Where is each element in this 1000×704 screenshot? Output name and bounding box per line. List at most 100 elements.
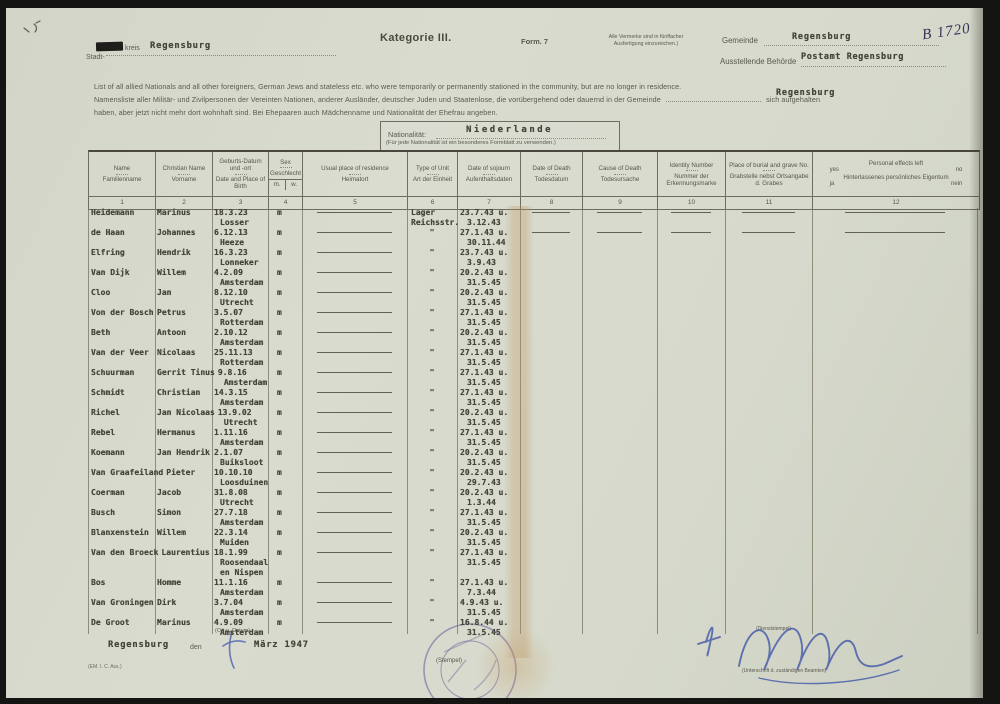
cell-first-name: Jan Nicolaas (157, 408, 215, 417)
birth-date: 4.9.09 (214, 618, 243, 627)
column-header-5: Usual place of residence Heimatort (303, 152, 408, 196)
cell-family-name: Van Groningen (91, 598, 154, 607)
form-note: Alle Vermerke sind in fünffacher Ausfert… (608, 34, 684, 47)
birth-place: Utrecht (223, 418, 258, 427)
cell-residence (302, 348, 407, 368)
birth-place: Amsterdam (220, 278, 264, 287)
cell-residence (302, 368, 407, 388)
cell-first-name: Laurentius (161, 548, 210, 557)
birth-date: 4.2.09 (214, 268, 243, 277)
cell-sojourn: 27.1.43 u. 31.5.45 (457, 508, 520, 528)
gridline (725, 208, 726, 634)
birth-date: 2.10.12 (214, 328, 248, 337)
column-header-text: Todesdatum (534, 176, 569, 183)
sojourn-date: 3.12.43 (467, 218, 501, 227)
unit-text: " (429, 488, 435, 497)
unit-text: " (429, 228, 435, 237)
cell-birth: 11.1.16 Amsterdam (212, 578, 268, 598)
stadtkreis-value: Regensburg (150, 41, 211, 51)
cell-residence (302, 468, 407, 488)
cell-unit: " (407, 408, 457, 428)
yes-no-row: yes no (830, 167, 963, 174)
sojourn-date: 20.2.43 u. (460, 528, 509, 537)
behoerde-rule (801, 66, 946, 67)
none-dash (742, 212, 795, 213)
cell-family-name: Von der Bosch (91, 308, 154, 317)
gridline (268, 208, 269, 634)
birth-place: Muiden (220, 538, 249, 547)
birth-date: 11.1.16 (214, 578, 248, 587)
cell-residence (302, 528, 407, 548)
unit-text: " (429, 328, 435, 337)
birth-place: Buiksloot (220, 458, 264, 467)
persons-table: Name Familienname Christian Name Vorname Geb… (88, 150, 980, 644)
cell-residence (302, 428, 407, 448)
table-rows: Heidemann Marinus 18.3.23 Losser m Lager Reich… (88, 208, 978, 640)
none-dash (316, 392, 393, 393)
form-number: Form. 7 (521, 37, 549, 46)
sojourn-date: 16.8.44 u. (460, 618, 509, 627)
cell-first-name: Jan Hendrik (157, 448, 210, 457)
none-dash (316, 412, 393, 413)
column-header-1: Name Familienname (89, 152, 156, 196)
ja-nein-option: ja (829, 181, 835, 187)
birth-place: Amsterdam (220, 628, 264, 637)
ja-nein-row: ja nein (830, 181, 963, 188)
birth-place: Loosduinen (220, 478, 269, 487)
cell-sex: m (277, 368, 282, 377)
unit-text: " (429, 578, 435, 587)
cell-first-name: Pieter (166, 468, 196, 477)
cell-family-name: Richel (91, 408, 120, 417)
cell-residence (302, 578, 407, 598)
column-header-text: Date of Death (532, 165, 571, 172)
cell-sex: m (277, 488, 282, 497)
sojourn-date: 31.5.45 (467, 298, 501, 307)
cell-unit: " (407, 448, 457, 468)
gridline (657, 208, 658, 634)
cell-residence (302, 598, 407, 618)
yes-no-option: no (955, 167, 963, 173)
birth-place: Lonneker (220, 258, 259, 267)
cell-birth: 8.12.10 Utrecht (212, 288, 268, 308)
birth-date: 25.11.13 (214, 348, 253, 357)
sojourn-date: 20.2.43 u. (460, 448, 509, 457)
header-separator (234, 173, 247, 175)
birth-date: 9.8.16 (217, 368, 247, 377)
cell-sex: m (277, 268, 282, 277)
dienststempel-label: (Dienststempel) (756, 626, 792, 632)
unit-text: " (429, 388, 435, 397)
sex-option: w. (291, 180, 297, 188)
cell-birth: 16.3.23 Lonneker (212, 248, 268, 268)
column-header-text: Hinterlassenes persönliches Eigentum (843, 174, 949, 181)
cell-first-name: Johannes (157, 228, 196, 237)
birth-place-2: en Nispen (220, 568, 264, 577)
cell-family-name: Beth (91, 328, 111, 337)
cell-first-name: Marinus (157, 208, 191, 217)
none-dash (316, 552, 393, 553)
sojourn-date: 31.5.45 (467, 418, 501, 427)
sojourn-date: 20.2.43 u. (460, 268, 509, 277)
cell-first-name: Jan (157, 288, 172, 297)
yes-no-option: yes (829, 167, 839, 173)
cell-sex: m (277, 248, 282, 257)
intro-blank-rule (666, 101, 761, 102)
stempel-label: (Stempel) (436, 658, 463, 664)
column-header-text: Aufenthaltsdaten (465, 176, 513, 183)
cell-sex: m (277, 428, 282, 437)
none-dash (316, 492, 393, 493)
cell-sex: m (277, 408, 282, 417)
cell-sex: m (277, 508, 282, 517)
cell-sojourn: 20.2.43 u. 31.5.45 (457, 268, 520, 288)
cell-birth: 18.3.23 Losser (212, 208, 268, 228)
nationality-box: Nationalität: Niederlande (Für jede Nati… (380, 121, 620, 151)
cell-unit: " (407, 618, 457, 638)
sojourn-date: 27.1.43 u. (460, 308, 509, 317)
sojourn-date: 20.2.43 u. (460, 288, 509, 297)
cell-sojourn: 27.1.43 u. 31.5.45 (457, 388, 520, 408)
column-header-text: Place of burial and grave No. (729, 161, 809, 169)
sojourn-date: 23.7.43 u. (460, 248, 509, 257)
ja-nein-option: nein (951, 181, 963, 187)
cell-residence (302, 228, 407, 248)
column-header-text: Heimatort (341, 176, 369, 183)
